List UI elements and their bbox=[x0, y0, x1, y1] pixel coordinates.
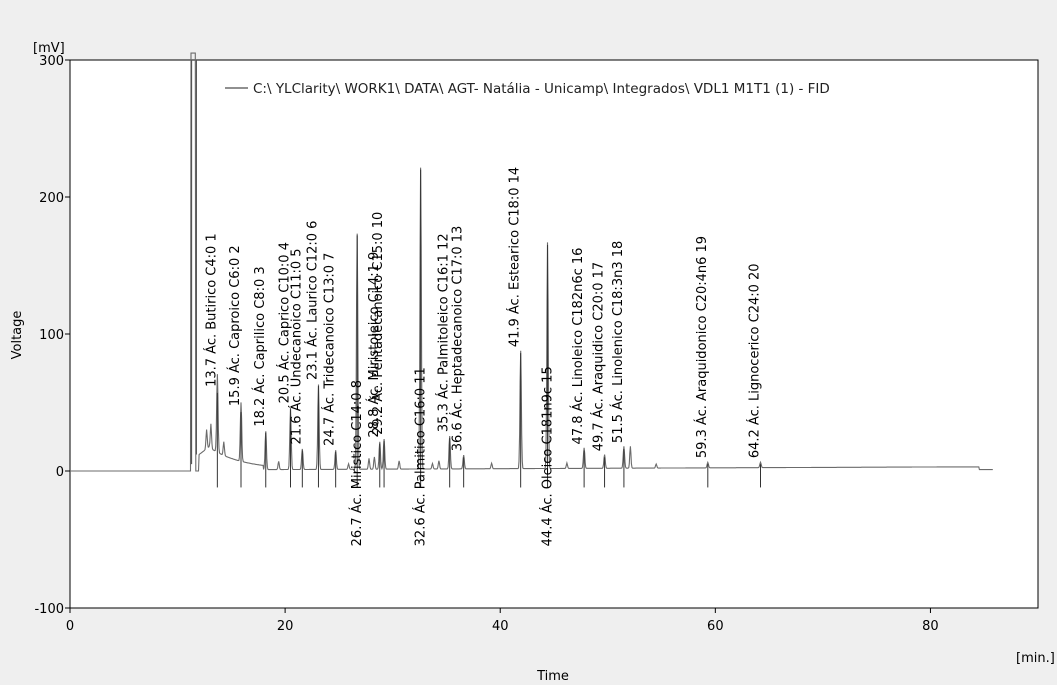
x-axis-label: Time bbox=[536, 669, 569, 684]
peak-label: 28.8 Ác. Miristoleico C14:1 9 bbox=[366, 252, 382, 438]
peak-label-text: 18.2 Ác. Caprilico C8:0 3 bbox=[252, 266, 268, 426]
peak-label-text: 41.9 Ác. Estearico C18:0 14 bbox=[507, 167, 523, 347]
x-axis-ticks: 0 20 40 60 80 bbox=[66, 608, 939, 634]
peak-label: 64.2 Ác. Lignocerico C24:0 20 bbox=[747, 263, 763, 458]
peak-label-text: 47.8 Ác. Linoleico C182n6c 16 bbox=[570, 248, 586, 445]
peak-label-group: 13.7 Ác. Butirico C4:0 1 15.9 Ác. Caproic… bbox=[203, 167, 762, 547]
peak-label-text: 51.5 Ác. Linolenico C18:3n3 18 bbox=[610, 241, 626, 443]
y-axis-label: Voltage bbox=[10, 311, 25, 360]
peak-label: 21.6 Ác. Undecanoico C11:0 5 bbox=[288, 248, 304, 444]
x-tick-label: 80 bbox=[922, 619, 939, 634]
y-tick-label: 100 bbox=[39, 328, 64, 343]
peak-label-text: 64.2 Ác. Lignocerico C24:0 20 bbox=[747, 263, 763, 458]
peak-label-text: 24.7 Ác. Tridecanoico C13:0 7 bbox=[322, 253, 338, 446]
peak-label-text: 28.8 Ác. Miristoleico C14:1 9 bbox=[366, 252, 382, 438]
peak-label: 51.5 Ác. Linolenico C18:3n3 18 bbox=[610, 241, 626, 443]
y-axis-ticks: -100 0 100 200 300 bbox=[34, 54, 70, 617]
peak-label: 13.7 Ác. Butirico C4:0 1 bbox=[203, 233, 219, 387]
peak-label: 59.3 Ác. Araquidonico C20:4n6 19 bbox=[694, 236, 710, 458]
y-tick-label: 200 bbox=[39, 191, 64, 206]
peak-label-text: 59.3 Ác. Araquidonico C20:4n6 19 bbox=[694, 236, 710, 458]
x-tick-label: 0 bbox=[66, 619, 74, 634]
peak-label: 32.6 Ác. Palmitico C16:0 11 bbox=[413, 367, 429, 546]
peak-label-text: 26.7 Ác. Miristico C14:0 8 bbox=[349, 380, 365, 546]
peak-label-text: 23.1 Ác. Laurico C12:0 6 bbox=[304, 221, 320, 380]
peak-label-text: 20.5 Ác. Caprico C10:0 4 bbox=[276, 242, 292, 403]
peak-label-text: 44.4 Ác. Oleico C181n9c 15 bbox=[540, 366, 556, 546]
peak-label: 18.2 Ác. Caprilico C8:0 3 bbox=[252, 266, 268, 426]
peak-label-text: 21.6 Ác. Undecanoico C11:0 5 bbox=[288, 248, 304, 444]
peak-label: 29.2 Ác. Pentadecanoico C15:0 10 bbox=[370, 212, 386, 435]
peak-label-text: 35.3 Ác. Palmitoleico C16:1 12 bbox=[436, 233, 452, 432]
peak-label-text: 49.7 Ác. Araquidico C20:0 17 bbox=[591, 262, 607, 452]
peak-label: 44.4 Ác. Oleico C181n9c 15 bbox=[540, 366, 556, 546]
y-tick-label: 300 bbox=[39, 54, 64, 69]
x-tick-label: 40 bbox=[492, 619, 509, 634]
x-tick-label: 60 bbox=[707, 619, 724, 634]
peak-label-text: 15.9 Ác. Caproico C6:0 2 bbox=[227, 245, 243, 406]
peak-label: 26.7 Ác. Miristico C14:0 8 bbox=[349, 380, 365, 546]
peak-label-text: 32.6 Ác. Palmitico C16:0 11 bbox=[413, 367, 429, 546]
x-axis-unit: [min.] bbox=[1016, 651, 1055, 666]
peak-label: 36.6 Ác. Heptadecanoico C17:0 13 bbox=[450, 226, 466, 452]
peak-label: 47.8 Ác. Linoleico C182n6c 16 bbox=[570, 248, 586, 445]
peak-label-text: 36.6 Ác. Heptadecanoico C17:0 13 bbox=[450, 226, 466, 452]
peak-label: 23.1 Ác. Laurico C12:0 6 bbox=[304, 221, 320, 380]
signal-trace bbox=[70, 52, 993, 472]
peak-label: 35.3 Ác. Palmitoleico C16:1 12 bbox=[436, 233, 452, 432]
peak-label: 49.7 Ác. Araquidico C20:0 17 bbox=[591, 262, 607, 452]
y-tick-label: -100 bbox=[34, 602, 64, 617]
x-tick-label: 20 bbox=[277, 619, 294, 634]
y-tick-label: 0 bbox=[56, 465, 64, 480]
peak-label: 41.9 Ác. Estearico C18:0 14 bbox=[507, 167, 523, 347]
legend-series-name: C:\ YLClarity\ WORK1\ DATA\ AGT- Natália… bbox=[253, 81, 830, 97]
peak-label: 15.9 Ác. Caproico C6:0 2 bbox=[227, 245, 243, 406]
plot-area bbox=[69, 59, 1039, 609]
peak-label-text: 13.7 Ác. Butirico C4:0 1 bbox=[203, 233, 219, 387]
y-axis-unit: [mV] bbox=[33, 41, 65, 56]
peak-label-text: 29.2 Ác. Pentadecanoico C15:0 10 bbox=[370, 212, 386, 435]
peak-label: 20.5 Ác. Caprico C10:0 4 bbox=[276, 242, 292, 403]
peak-label: 24.7 Ác. Tridecanoico C13:0 7 bbox=[322, 253, 338, 446]
trace-group bbox=[70, 52, 993, 472]
